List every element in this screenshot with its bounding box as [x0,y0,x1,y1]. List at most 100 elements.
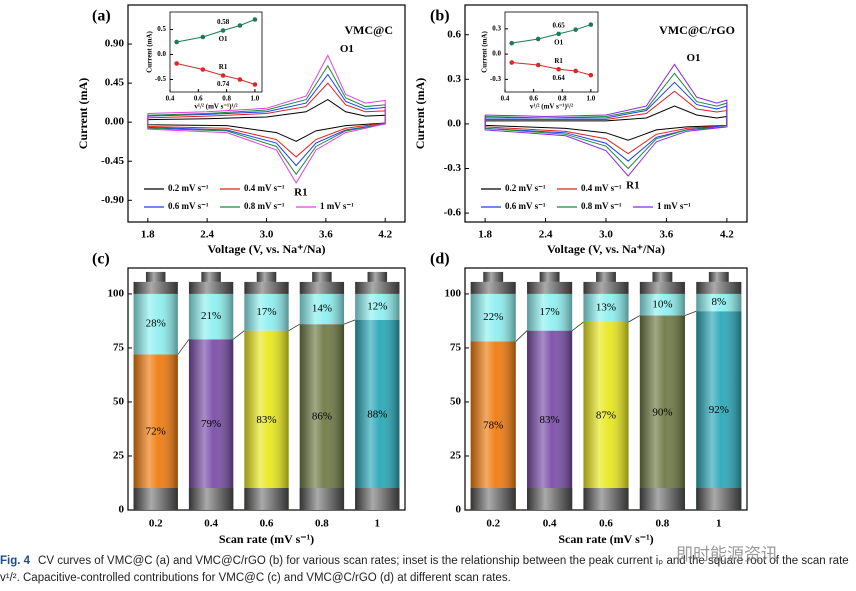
bar-value-label: 28% [146,318,166,330]
series-line [484,90,728,155]
battery-shine [188,293,234,510]
inset-point [174,61,179,66]
inset-point [252,82,258,87]
x-tick-label: 0.8 [222,95,231,103]
inset-x-label: v¹/² (mV s⁻¹)¹/² [194,103,237,111]
y-tick-label: 100 [108,287,125,299]
battery-top [188,281,234,294]
boundary-connector [177,339,190,355]
battery-shine [244,293,289,510]
battery-base [299,488,345,510]
battery-base [696,488,742,510]
inset-frame [169,11,263,93]
bar-value-label: 12% [367,300,387,312]
legend-label: 1 mV s⁻¹ [320,201,354,211]
bar-value-label: 83% [256,414,276,426]
x-tick-label: 3.6 [660,229,674,241]
inset-point [509,60,515,65]
boundary-connector [684,310,697,316]
battery-cap [708,271,729,282]
battery-cap [596,271,616,282]
battery-shine [470,293,516,510]
inset-point [535,62,541,68]
series-line [147,82,386,158]
watermark: 即时能源资讯 [676,545,778,565]
inset-point [588,72,594,78]
battery-cap [201,271,221,282]
x-tick-label: 0.4 [501,95,510,103]
x-tick-label: 0.6 [529,95,538,103]
battery-base [527,488,573,510]
battery-cap [367,271,388,282]
inset-series-label: O1 [554,39,563,47]
battery-cap [145,271,166,282]
inset-y-label: Current (mA) [481,31,489,73]
y-tick-label: 50 [450,395,462,407]
bar-value-label: 10% [652,298,672,310]
boundary-connector [515,330,528,342]
battery-top [639,281,685,294]
y-tick-label: 0.3 [492,24,501,32]
battery-top [133,281,178,294]
x-tick-label: 2.4 [200,229,214,241]
bar-value-label: 21% [201,310,221,322]
bar-value-label: 79% [201,418,221,430]
battery-cap [483,271,504,282]
boundary-connector [628,315,641,323]
battery-top [696,281,742,294]
battery-base [244,488,289,510]
y-tick-label: 0 [456,504,462,516]
bar-value-label: 87% [596,410,616,422]
panel-label: (a) [92,8,111,25]
battery-top [470,281,516,294]
battery-shine [355,293,400,510]
inset-point [588,22,594,27]
x-axis-label: Voltage (V, vs. Na⁺/Na) [547,242,665,256]
y-tick-label: 0.6 [447,28,461,40]
caption: Fig. 4 CV curves of VMC@C (a) and VMC@C/r… [0,553,856,587]
y-tick-label: -0.45 [101,155,124,167]
bar-value-label: 90% [652,406,672,418]
inset-point [556,31,561,37]
bar-value-label: 14% [312,303,332,315]
peak-label: O1 [686,52,700,64]
bar-value-label: 17% [540,306,560,318]
bar-value-label: 8% [711,296,726,308]
x-axis-label: Scan rate (mV s⁻¹) [219,532,314,546]
inset-x-label: v¹/² (mV s⁻¹)¹/² [530,103,573,111]
x-tick-label: 3.6 [319,229,333,241]
x-tick-label: 3.0 [599,229,613,241]
inset-slope: 0.64 [553,74,566,82]
x-tick-label: 0.4 [166,95,175,103]
inset-frame [504,11,599,93]
legend-label: 0.8 mV s⁻¹ [581,201,622,211]
inset-slope: 0.58 [217,18,230,26]
battery-top [583,281,629,294]
boundary-connector [288,323,300,332]
battery-shine [299,293,345,510]
x-tick-label: 1 [716,518,722,530]
y-tick-label: 0.0 [157,50,166,58]
y-tick-label: 25 [113,450,125,462]
battery-base [470,488,516,510]
inset-point [237,23,243,28]
caption-text: CV curves of VMC@C (a) and VMC@C/rGO (b)… [0,555,849,584]
x-tick-label: 3.0 [260,229,274,241]
inset-point [200,67,206,72]
bar-value-label: 72% [146,426,166,438]
x-tick-label: 0.2 [486,518,500,530]
x-tick-label: 1.0 [586,95,595,103]
inset-point [237,77,243,82]
inset-point [573,68,578,74]
x-tick-label: 0.4 [204,518,218,530]
boundary-connector [233,330,245,340]
y-tick-label: 0.45 [105,77,125,89]
x-tick-label: 4.2 [720,229,734,241]
y-tick-label: 0.90 [105,38,125,50]
y-tick-label: 25 [450,450,462,462]
y-axis-label: Current (mA) [76,78,90,149]
legend-label: 1 mV s⁻¹ [657,201,691,211]
inset-point [252,17,258,22]
inset-y-label: Current (mA) [146,31,154,73]
inset-slope: 0.74 [217,80,230,88]
